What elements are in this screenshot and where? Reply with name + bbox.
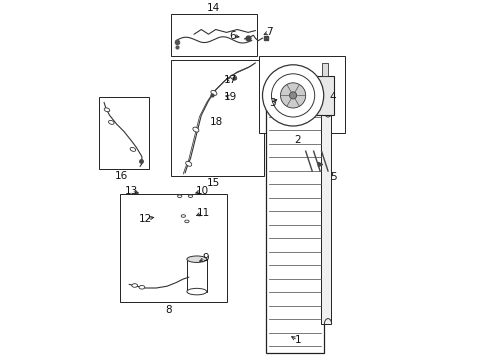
Circle shape	[271, 74, 314, 117]
Bar	[120, 194, 226, 302]
Text: 15: 15	[207, 178, 220, 188]
Ellipse shape	[210, 90, 217, 95]
Ellipse shape	[186, 288, 206, 295]
Ellipse shape	[132, 284, 137, 287]
Text: 18: 18	[209, 117, 223, 127]
Bar	[265, 83, 323, 353]
Text: 13: 13	[124, 186, 138, 196]
Text: 10: 10	[195, 186, 208, 196]
Bar	[99, 97, 149, 169]
Text: 11: 11	[196, 208, 209, 218]
Text: 5: 5	[330, 172, 336, 182]
Text: 1: 1	[294, 335, 301, 345]
Circle shape	[262, 65, 323, 126]
Ellipse shape	[230, 75, 236, 80]
Ellipse shape	[177, 195, 182, 198]
Bar	[258, 56, 345, 133]
Ellipse shape	[186, 256, 206, 262]
Text: 7: 7	[265, 27, 272, 37]
Bar	[170, 14, 257, 56]
Text: 8: 8	[165, 305, 172, 315]
Text: 6: 6	[229, 31, 236, 41]
Text: 12: 12	[139, 214, 152, 224]
Ellipse shape	[108, 121, 114, 124]
Ellipse shape	[139, 285, 144, 289]
Text: 17: 17	[224, 75, 237, 85]
Text: 2: 2	[294, 135, 301, 145]
Bar	[170, 60, 264, 176]
Bar	[309, 76, 334, 115]
Text: 14: 14	[207, 3, 220, 13]
Bar	[186, 259, 206, 292]
Text: 3: 3	[269, 98, 275, 108]
Ellipse shape	[188, 195, 192, 198]
Circle shape	[289, 92, 296, 99]
Text: 4: 4	[329, 92, 335, 102]
Ellipse shape	[185, 161, 191, 166]
Circle shape	[280, 83, 305, 108]
Bar	[320, 112, 330, 324]
Ellipse shape	[184, 220, 189, 223]
Ellipse shape	[181, 215, 185, 217]
Text: 19: 19	[224, 92, 237, 102]
Ellipse shape	[192, 127, 199, 132]
Bar	[321, 63, 328, 76]
Ellipse shape	[104, 108, 109, 112]
Ellipse shape	[130, 148, 135, 151]
Text: 16: 16	[115, 171, 128, 181]
Text: 9: 9	[202, 253, 208, 264]
